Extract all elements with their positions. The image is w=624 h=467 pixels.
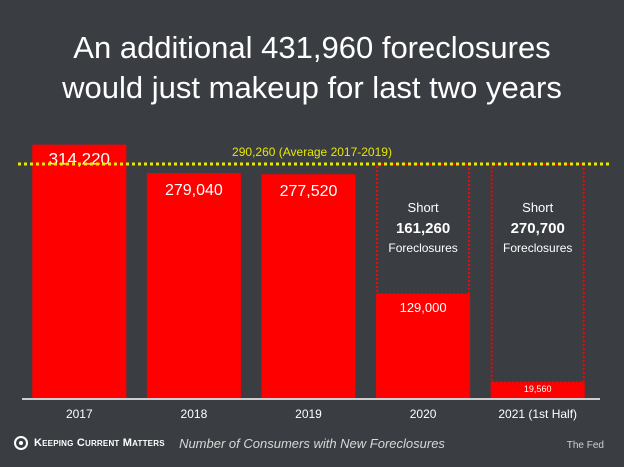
shortfall-bottom-2020: Foreclosures xyxy=(388,241,457,255)
category-label-2017: 2017 xyxy=(66,407,93,421)
category-label-2021 (1st Half): 2021 (1st Half) xyxy=(498,407,577,421)
bar-2017 xyxy=(32,144,127,398)
shortfall-value-2020: 161,260 xyxy=(396,220,450,237)
value-label-2020: 129,000 xyxy=(400,300,447,315)
bar-2021 (1st Half) xyxy=(490,382,585,398)
chart-title: An additional 431,960 foreclosures would… xyxy=(0,28,624,108)
category-label-2019: 2019 xyxy=(295,407,322,421)
bar-2018 xyxy=(146,173,241,398)
bar-2019 xyxy=(261,174,356,398)
shortfall-box-2021 (1st Half) xyxy=(490,162,585,384)
shortfall-bottom-2021 (1st Half): Foreclosures xyxy=(503,241,572,255)
chart-caption: Number of Consumers with New Foreclosure… xyxy=(179,436,445,451)
category-label-2018: 2018 xyxy=(181,407,208,421)
source-label: The Fed xyxy=(566,440,604,451)
brand-name: Keeping Current Matters xyxy=(34,437,165,449)
title-line-2: would just makeup for last two years xyxy=(62,70,562,105)
value-label-2021 (1st Half): 19,560 xyxy=(524,384,552,394)
value-label-2018: 279,040 xyxy=(165,182,223,199)
title-line-1: An additional 431,960 foreclosures xyxy=(73,30,551,65)
shortfall-top-2021 (1st Half): Short xyxy=(522,200,553,215)
shortfall-box-2020 xyxy=(376,162,471,295)
average-label: 290,260 (Average 2017-2019) xyxy=(232,145,392,159)
brand-logo: Keeping Current Matters xyxy=(14,436,165,450)
value-label-2019: 277,520 xyxy=(280,183,338,200)
kcm-logo-icon xyxy=(14,436,28,450)
shortfall-top-2020: Short xyxy=(408,200,439,215)
bar-2020 xyxy=(376,293,471,398)
category-label-2020: 2020 xyxy=(410,407,437,421)
value-label-2017: 314,220 xyxy=(49,150,110,169)
shortfall-value-2021 (1st Half): 270,700 xyxy=(511,220,565,237)
